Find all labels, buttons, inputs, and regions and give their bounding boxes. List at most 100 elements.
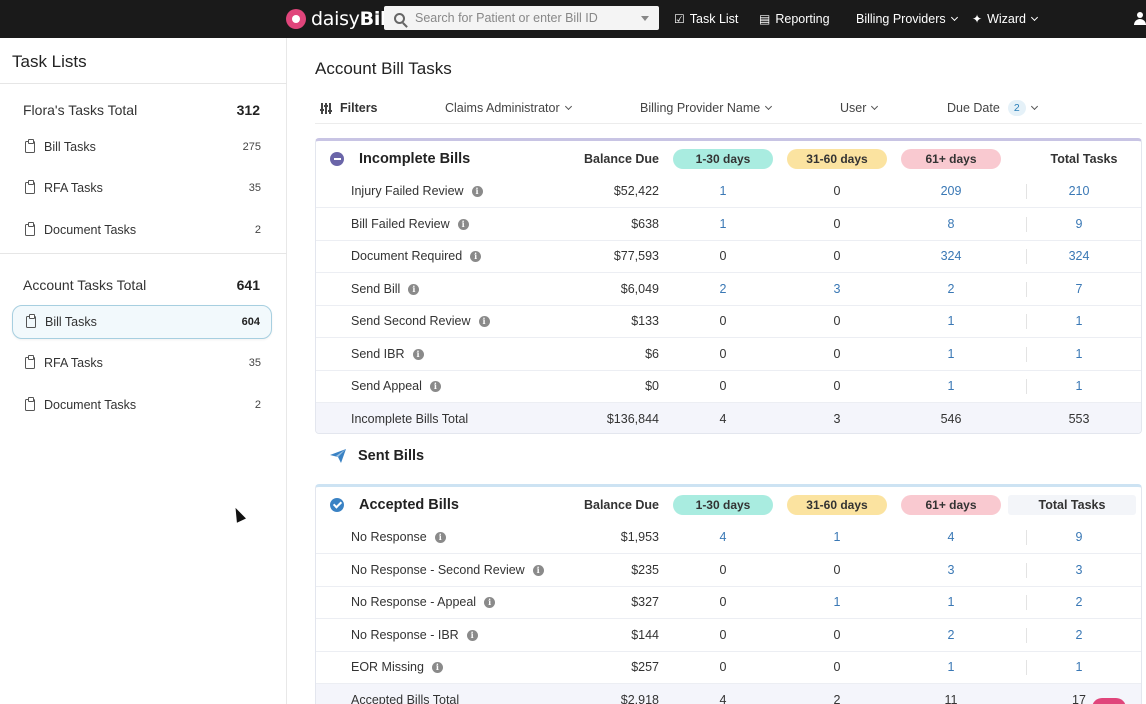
- row-61-link[interactable]: 1: [947, 379, 955, 393]
- row-61-link[interactable]: 2: [947, 628, 955, 642]
- table-row: EOR Missing i $257 0 0 1 1: [316, 651, 1141, 684]
- sidebar-divider: [0, 253, 287, 254]
- row-name: No Response i: [351, 521, 446, 553]
- row-61-link[interactable]: 324: [940, 249, 962, 263]
- pill-31-60-days: 31-60 days: [787, 495, 887, 515]
- nav-reporting[interactable]: ▤ Reporting: [759, 0, 830, 38]
- total-row-name: Accepted Bills Total: [351, 693, 460, 704]
- sidebar-item-floras-document-tasks[interactable]: Document Tasks 2: [12, 213, 272, 247]
- row-total-link[interactable]: 2: [1075, 628, 1083, 642]
- due-date-dropdown[interactable]: Due Date 2: [947, 100, 1038, 116]
- info-icon[interactable]: i: [470, 250, 482, 262]
- row-name: Injury Failed Review i: [351, 175, 483, 207]
- info-icon[interactable]: i: [412, 348, 424, 360]
- sidebar-item-floras-bill-tasks[interactable]: Bill Tasks 275: [12, 130, 272, 164]
- row-1-30: 0: [719, 563, 727, 577]
- sidebar-item-account-bill-tasks[interactable]: Bill Tasks 604: [12, 305, 272, 339]
- row-61-link[interactable]: 8: [947, 217, 955, 231]
- row-1-30-link[interactable]: 2: [719, 282, 727, 296]
- row-total-link[interactable]: 9: [1075, 217, 1083, 231]
- task-lists-sidebar: Task Lists Flora's Tasks Total 312 Bill …: [0, 38, 287, 704]
- search-dropdown-caret-icon[interactable]: [641, 16, 649, 21]
- chevron-down-icon: [1030, 102, 1038, 111]
- row-31-60-link[interactable]: 3: [833, 282, 841, 296]
- row-61-link[interactable]: 3: [947, 563, 955, 577]
- nav-billing-providers[interactable]: Billing Providers: [856, 0, 958, 38]
- sidebar-item-count: 2: [254, 224, 261, 236]
- row-61-link[interactable]: 1: [947, 347, 955, 361]
- section-title[interactable]: Incomplete Bills: [330, 143, 470, 175]
- row-total-link[interactable]: 1: [1075, 660, 1083, 674]
- info-icon[interactable]: i: [478, 315, 490, 327]
- col-total-tasks: Total Tasks: [1050, 152, 1118, 166]
- total-balance: $2,918: [620, 693, 659, 704]
- column-divider: [1026, 379, 1027, 394]
- row-total-link[interactable]: 7: [1075, 282, 1083, 296]
- info-icon[interactable]: i: [434, 531, 446, 543]
- section-title-text: Accepted Bills: [359, 497, 459, 513]
- row-1-30: 0: [719, 249, 727, 263]
- row-1-30-link[interactable]: 1: [719, 217, 727, 231]
- sidebar-item-label: Document Tasks: [44, 223, 137, 237]
- section-title[interactable]: Accepted Bills: [330, 489, 459, 521]
- info-icon[interactable]: i: [431, 661, 443, 673]
- search-input[interactable]: [415, 11, 635, 25]
- daisybill-logo[interactable]: daisyBill: [286, 8, 393, 30]
- column-divider: [1026, 217, 1027, 232]
- billing-provider-dropdown[interactable]: Billing Provider Name: [640, 101, 773, 115]
- sidebar-item-label: Bill Tasks: [44, 140, 96, 154]
- info-icon[interactable]: i: [471, 185, 483, 197]
- row-61-link[interactable]: 1: [947, 314, 955, 328]
- row-total-link[interactable]: 324: [1068, 249, 1090, 263]
- nav-wizard[interactable]: ✦ Wizard: [972, 0, 1039, 38]
- filters-button[interactable]: Filters: [320, 101, 378, 115]
- row-total-link[interactable]: 1: [1075, 379, 1083, 393]
- nav-task-list[interactable]: ☑ Task List: [674, 0, 738, 38]
- row-total-link[interactable]: 210: [1068, 184, 1090, 198]
- user-dropdown[interactable]: User: [840, 101, 879, 115]
- filter-label: Billing Provider Name: [640, 101, 761, 115]
- row-61-link[interactable]: 1: [947, 660, 955, 674]
- row-balance: $144: [631, 628, 659, 642]
- section-header: Accepted Bills Balance Due 1-30 days 31-…: [316, 489, 1141, 522]
- row-1-30-link[interactable]: 1: [719, 184, 727, 198]
- row-1-30-link[interactable]: 4: [719, 530, 727, 544]
- row-31-60-link[interactable]: 1: [833, 595, 841, 609]
- info-icon[interactable]: i: [408, 283, 420, 295]
- row-total-link[interactable]: 2: [1075, 595, 1083, 609]
- row-name: No Response - Second Review i: [351, 554, 544, 586]
- claims-administrator-dropdown[interactable]: Claims Administrator: [445, 101, 572, 115]
- table-row: Send IBR i $6 0 0 1 1: [316, 338, 1141, 371]
- row-total-link[interactable]: 1: [1075, 347, 1083, 361]
- check-circle-icon[interactable]: [330, 498, 344, 512]
- user-icon[interactable]: [1134, 12, 1146, 25]
- minus-circle-icon[interactable]: [330, 152, 344, 166]
- group-label: Flora's Tasks Total: [23, 102, 138, 118]
- info-icon[interactable]: i: [457, 218, 469, 230]
- sidebar-item-account-document-tasks[interactable]: Document Tasks 2: [12, 388, 272, 422]
- row-total-link[interactable]: 1: [1075, 314, 1083, 328]
- row-31-60: 0: [833, 660, 841, 674]
- row-61-link[interactable]: 2: [947, 282, 955, 296]
- info-icon[interactable]: i: [484, 596, 496, 608]
- info-icon[interactable]: i: [429, 380, 441, 392]
- section-header: Incomplete Bills Balance Due 1-30 days 3…: [316, 143, 1141, 176]
- row-31-60-link[interactable]: 1: [833, 530, 841, 544]
- column-divider: [1026, 314, 1027, 329]
- help-chat-button[interactable]: [1092, 698, 1126, 704]
- sent-bills-heading[interactable]: Sent Bills: [330, 448, 424, 464]
- sidebar-item-account-rfa-tasks[interactable]: RFA Tasks 35: [12, 346, 272, 380]
- search-icon: [394, 12, 405, 24]
- row-61-link[interactable]: 4: [947, 530, 955, 544]
- info-icon[interactable]: i: [466, 629, 478, 641]
- column-divider: [1026, 660, 1027, 675]
- sidebar-item-floras-rfa-tasks[interactable]: RFA Tasks 35: [12, 171, 272, 205]
- row-total-link[interactable]: 3: [1075, 563, 1083, 577]
- filters-label: Filters: [340, 101, 378, 115]
- row-total-link[interactable]: 9: [1075, 530, 1083, 544]
- row-61-link[interactable]: 209: [940, 184, 962, 198]
- info-icon[interactable]: i: [532, 564, 544, 576]
- row-name: Send IBR i: [351, 338, 424, 370]
- column-divider: [1026, 249, 1027, 264]
- row-61-link[interactable]: 1: [947, 595, 955, 609]
